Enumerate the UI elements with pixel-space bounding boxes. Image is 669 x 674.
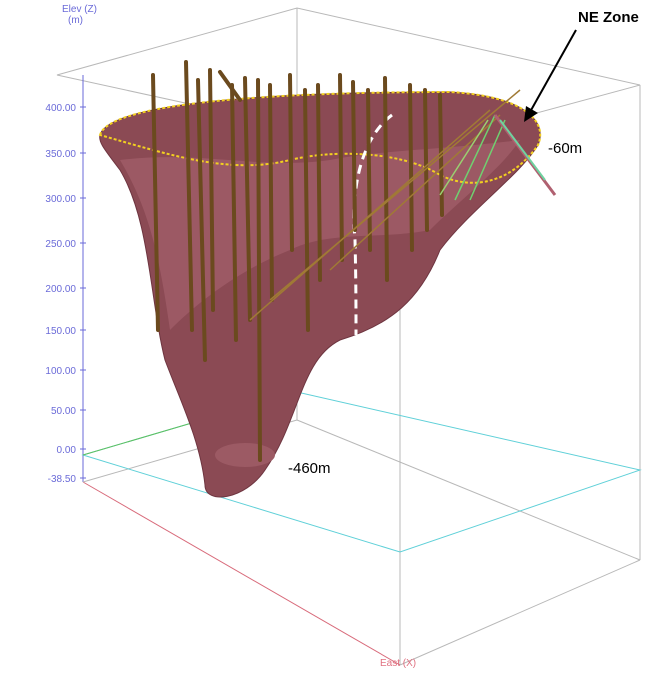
depth-label: -60m <box>548 140 582 157</box>
cross-section <box>352 113 393 336</box>
tick-label: 150.00 <box>45 326 76 337</box>
arrowhead <box>524 106 538 122</box>
depth-label: -460m <box>288 460 331 477</box>
tick-marks <box>80 106 86 479</box>
axis-label: Elev (Z) <box>62 4 97 15</box>
tick-label: -38.50 <box>48 474 77 485</box>
top-outline <box>98 90 542 184</box>
tick-label: 50.00 <box>51 406 76 417</box>
tick-label: 0.00 <box>57 445 77 456</box>
tick-label: 200.00 <box>45 284 76 295</box>
tick-label: 400.00 <box>45 103 76 114</box>
axis-unit: (m) <box>68 15 83 26</box>
tick-label: 250.00 <box>45 239 76 250</box>
bottom-cap <box>215 443 275 467</box>
drill-holes <box>151 60 557 462</box>
tick-label: 300.00 <box>45 194 76 205</box>
tick-label: 350.00 <box>45 149 76 160</box>
zone-label: NE Zone <box>578 9 639 26</box>
tick-label: 100.00 <box>45 366 76 377</box>
arrow <box>529 29 577 113</box>
x-axis-label: East (X) <box>380 658 416 669</box>
